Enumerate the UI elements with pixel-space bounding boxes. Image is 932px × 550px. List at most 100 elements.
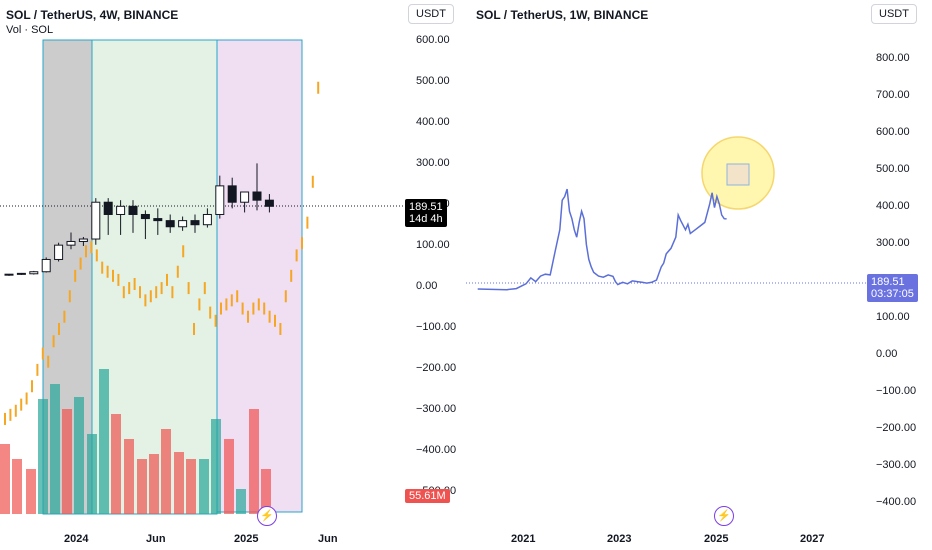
right-price-value: 189.51 (871, 276, 905, 288)
candle-body (178, 220, 188, 228)
left-price-value: 189.51 (409, 201, 443, 213)
volume-tag: 55.61M (405, 489, 450, 503)
x-tick-label: 2025 (704, 533, 728, 545)
y-tick-label: −100.00 (416, 321, 456, 333)
oscillator-bar (311, 175, 314, 188)
oscillator-bar (230, 294, 233, 307)
oscillator-bar (236, 290, 239, 303)
y-tick-label: 400.00 (416, 116, 450, 128)
oscillator-bar (52, 335, 55, 348)
oscillator-bar (284, 290, 287, 303)
oscillator-bar (133, 278, 136, 290)
candle-body (78, 238, 88, 242)
x-tick-label: 2027 (800, 533, 824, 545)
y-tick-label: 600.00 (876, 126, 910, 138)
oscillator-bar (295, 249, 298, 262)
oscillator-bar (144, 294, 147, 307)
candle-body (202, 213, 212, 226)
left-price-tag: 189.51 14d 4h (405, 199, 447, 227)
oscillator-bar (187, 282, 190, 295)
oscillator-bar (20, 398, 23, 411)
y-tick-label: 400.00 (876, 200, 910, 212)
lightning-icon[interactable]: ⚡ (257, 506, 277, 526)
volume-bar (0, 444, 10, 514)
oscillator-bar (209, 306, 212, 319)
oscillator-bar (166, 273, 168, 286)
oscillator-bar (58, 322, 60, 335)
y-tick-label: −400.00 (416, 444, 456, 456)
volume-bar (161, 429, 171, 514)
x-tick-label: 2021 (511, 533, 535, 545)
oscillator-bar (160, 282, 163, 295)
volume-bar (50, 384, 60, 514)
left-chart-canvas[interactable]: 600.00500.00400.00300.00200.00100.000.00… (0, 0, 466, 550)
oscillator-bar (263, 302, 266, 315)
y-tick-label: 0.00 (876, 348, 897, 360)
oscillator-bar (9, 408, 12, 421)
oscillator-bar (101, 261, 104, 274)
oscillator-bar (176, 265, 179, 278)
y-tick-label: 500.00 (416, 75, 450, 87)
oscillator-bar (4, 412, 6, 425)
highlight-box (726, 163, 750, 186)
y-tick-label: 600.00 (416, 34, 450, 46)
volume-bar (211, 419, 221, 514)
oscillator-bar (198, 298, 201, 311)
oscillator-bar (182, 245, 185, 258)
left-chart-pane[interactable]: 600.00500.00400.00300.00200.00100.000.00… (0, 0, 466, 550)
right-chart-pane[interactable]: 800.00700.00600.00500.00400.00300.00200.… (466, 0, 932, 550)
volume-bar (12, 459, 22, 514)
y-tick-label: 0.00 (416, 280, 437, 292)
left-currency-button[interactable]: USDT (408, 4, 454, 24)
right-currency-button[interactable]: USDT (871, 4, 917, 24)
oscillator-bar (128, 282, 131, 295)
y-tick-label: −300.00 (416, 403, 456, 415)
oscillator-bar (31, 380, 33, 393)
oscillator-bar (306, 216, 309, 229)
candle-body (41, 258, 51, 273)
oscillator-bar (279, 322, 282, 335)
y-tick-label: 300.00 (876, 237, 910, 249)
volume-bar (186, 459, 196, 514)
pink-zone (216, 39, 303, 513)
candle-body (4, 273, 14, 276)
oscillator-bar (117, 273, 120, 286)
oscillator-bar (203, 282, 206, 295)
oscillator-bar (241, 302, 244, 315)
oscillator-bar (85, 245, 87, 258)
right-price-tag: 189.51 03:37:05 (867, 274, 918, 302)
left-countdown: 14d 4h (409, 213, 443, 225)
oscillator-bar (25, 392, 28, 405)
candle-body (16, 272, 26, 275)
oscillator-bar (68, 290, 71, 303)
oscillator-bar (90, 241, 93, 254)
candle-body (66, 240, 76, 246)
volume-bar (74, 397, 84, 514)
oscillator-bar (220, 302, 222, 315)
oscillator-bar (112, 269, 114, 282)
lightning-icon[interactable]: ⚡ (714, 506, 734, 526)
candle-body (215, 185, 225, 215)
right-countdown: 03:37:05 (871, 288, 914, 300)
volume-bar (111, 414, 121, 514)
oscillator-bar (247, 310, 249, 323)
candle-body (252, 191, 262, 201)
left-chart-title: SOL / TetherUS, 4W, BINANCE (6, 8, 179, 22)
oscillator-bar (149, 290, 152, 303)
candle-body (29, 271, 39, 275)
volume-bar (87, 434, 97, 514)
oscillator-bar (214, 314, 217, 327)
volume-indicator-label[interactable]: Vol · SOL (6, 24, 54, 36)
volume-bar (236, 489, 246, 514)
oscillator-bar (36, 363, 39, 376)
right-chart-canvas[interactable]: 800.00700.00600.00500.00400.00300.00200.… (466, 0, 932, 550)
oscillator-bar (41, 347, 44, 360)
volume-bar (149, 454, 159, 514)
oscillator-bar (47, 355, 50, 368)
oscillator-bar (257, 298, 260, 311)
volume-bar (199, 459, 209, 514)
y-tick-label: 800.00 (876, 52, 910, 64)
volume-bar (62, 409, 72, 514)
y-tick-label: 100.00 (876, 311, 910, 323)
volume-bar (261, 469, 271, 514)
